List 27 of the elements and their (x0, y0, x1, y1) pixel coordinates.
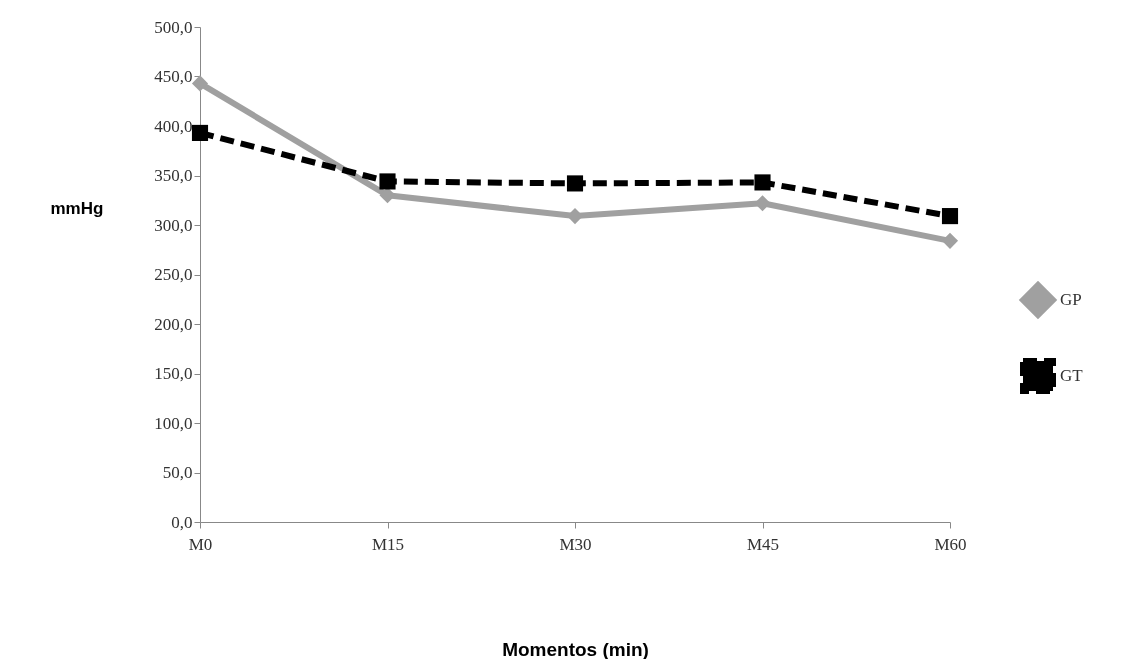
x-axis-title: Momentos (min) (502, 638, 649, 659)
point (191, 124, 209, 141)
y-tick-label: 150,0 (154, 364, 193, 383)
point (754, 174, 771, 191)
y-tick-label: 0,0 (171, 512, 193, 532)
legend-label: GT (1060, 366, 1084, 385)
legend-label: GP (1060, 290, 1082, 309)
y-tick-label: 400,0 (154, 116, 193, 136)
y-tick-label: 500,0 (154, 17, 193, 37)
y-tick-label: 300,0 (154, 215, 193, 235)
y-tick-label: 350,0 (154, 166, 193, 185)
x-tick-label: M60 (934, 534, 967, 554)
y-tick-label: 450,0 (154, 67, 193, 86)
point (379, 173, 396, 190)
x-tick-label: M30 (559, 534, 592, 554)
point (566, 175, 584, 192)
y-tick-label: 50,0 (162, 463, 193, 482)
y-axis-title: mmHg (50, 198, 104, 218)
y-tick-label: 250,0 (154, 265, 193, 284)
x-tick-label: M15 (371, 534, 405, 554)
x-tick-label: M45 (746, 534, 780, 554)
x-tick-label: M0 (188, 534, 213, 554)
point (941, 208, 959, 225)
point (191, 75, 209, 92)
y-tick-label: 200,0 (154, 314, 193, 334)
point (941, 232, 959, 249)
y-tick-label: 100,0 (154, 413, 193, 433)
